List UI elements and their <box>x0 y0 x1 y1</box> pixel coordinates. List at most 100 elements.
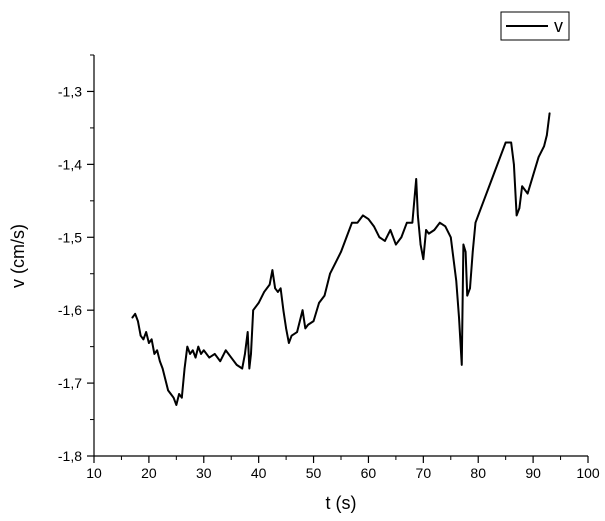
y-tick-label: -1,6 <box>58 302 82 318</box>
data-point <box>288 342 290 344</box>
data-point <box>181 396 183 399</box>
data-point <box>296 331 298 333</box>
x-tick-label: 70 <box>416 465 432 481</box>
x-tick-label: 30 <box>196 465 212 481</box>
data-point <box>455 280 458 282</box>
data-point <box>537 156 540 158</box>
data-point <box>415 178 417 180</box>
data-point <box>139 334 142 337</box>
data-point <box>197 345 200 348</box>
data-point <box>170 393 172 395</box>
data-point <box>378 236 381 239</box>
data-point <box>477 214 480 217</box>
data-point <box>159 360 161 363</box>
data-point <box>425 229 427 231</box>
data-point <box>271 269 274 271</box>
x-tick-label: 50 <box>306 465 322 481</box>
data-point <box>515 214 518 217</box>
data-point <box>202 349 205 352</box>
data-point <box>301 309 304 311</box>
data-point <box>548 112 551 115</box>
data-point <box>460 364 463 366</box>
y-tick-label: -1,7 <box>58 375 82 391</box>
data-point <box>230 356 233 359</box>
data-point <box>192 349 194 352</box>
data-point <box>257 302 260 304</box>
data-point <box>213 353 216 355</box>
data-point <box>183 367 186 370</box>
data-point <box>518 207 521 209</box>
data-point <box>334 261 337 264</box>
data-point <box>367 218 370 220</box>
series-layer <box>131 112 551 406</box>
data-point <box>131 316 134 319</box>
data-point <box>186 345 189 348</box>
x-tick-label: 10 <box>86 465 102 481</box>
data-point <box>172 396 175 399</box>
data-point <box>439 221 441 224</box>
legend: v <box>500 11 570 41</box>
data-point <box>419 243 422 246</box>
x-tick-label: 60 <box>361 465 377 481</box>
data-point <box>499 156 501 158</box>
data-point <box>200 353 202 355</box>
data-point <box>241 367 243 370</box>
data-point <box>178 393 180 395</box>
x-tick-label: 100 <box>576 465 600 481</box>
data-point <box>449 236 452 239</box>
data-point <box>521 185 523 188</box>
data-point <box>244 353 246 355</box>
data-point <box>373 225 375 228</box>
legend-label-v: v <box>554 16 563 36</box>
data-point <box>255 305 257 308</box>
data-point <box>389 229 392 231</box>
data-point <box>433 229 436 231</box>
data-point <box>513 163 515 166</box>
data-point <box>406 221 408 224</box>
data-point <box>282 309 285 311</box>
data-point <box>464 251 467 253</box>
data-point <box>175 404 178 406</box>
data-point <box>400 236 403 239</box>
data-point <box>462 243 465 246</box>
data-point <box>250 353 252 355</box>
data-point <box>307 323 309 326</box>
data-point <box>318 302 320 304</box>
data-point <box>471 251 474 253</box>
data-point <box>526 192 529 195</box>
y-tick-label: -1,3 <box>58 83 82 99</box>
y-tick-label: -1,8 <box>58 448 82 464</box>
data-point <box>161 367 164 370</box>
data-point <box>395 243 397 246</box>
data-point <box>248 367 251 370</box>
data-point <box>219 360 222 363</box>
data-point <box>444 225 447 228</box>
data-point <box>422 258 425 260</box>
data-point <box>323 294 326 297</box>
axis-frame <box>93 55 588 457</box>
data-point <box>153 353 156 355</box>
data-point <box>189 353 191 355</box>
data-point <box>148 342 150 344</box>
series-line-v <box>131 112 551 406</box>
data-point <box>362 214 364 217</box>
data-point <box>208 356 211 359</box>
data-point <box>466 294 469 297</box>
y-tick-label: -1,4 <box>58 156 82 172</box>
data-point <box>134 313 136 315</box>
data-point <box>417 214 419 217</box>
data-point <box>164 378 167 381</box>
data-point <box>469 287 471 290</box>
data-point <box>235 364 238 366</box>
data-point <box>351 221 353 224</box>
data-point <box>532 174 534 177</box>
data-point <box>263 291 265 293</box>
data-point <box>274 287 276 290</box>
data-point <box>290 334 293 337</box>
data-point <box>411 221 414 224</box>
data-point <box>285 327 287 330</box>
data-point <box>150 338 153 341</box>
data-point <box>356 221 359 224</box>
x-tick-label: 20 <box>141 465 157 481</box>
